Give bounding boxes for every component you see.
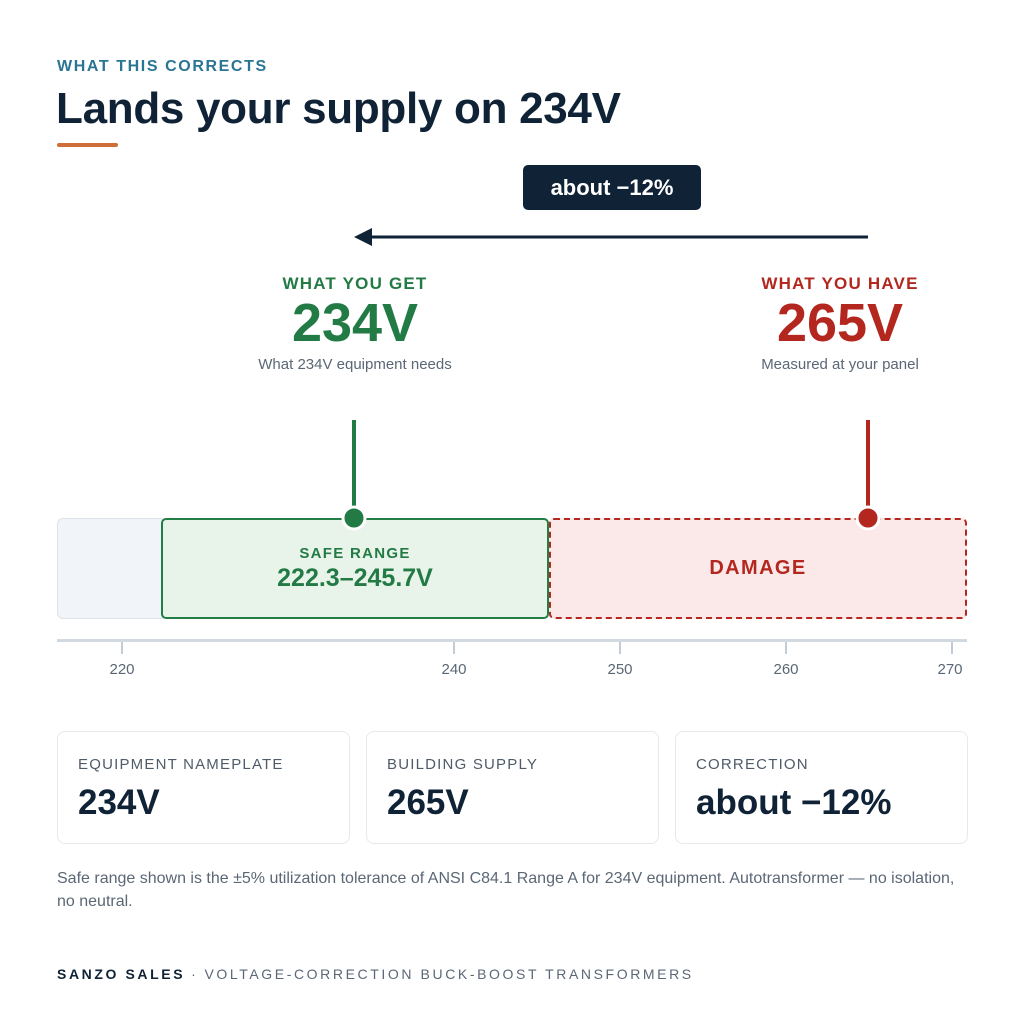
card-value: about −12%: [696, 783, 892, 822]
current-voltage-label: WHAT YOU HAVE 265V Measured at your pane…: [680, 274, 1000, 373]
scale-tick-label: 260: [773, 661, 799, 678]
scale-tick-label: 270: [937, 661, 963, 678]
scale-tick-label: 250: [607, 661, 633, 678]
scale-tick: [453, 642, 455, 654]
target-voltage-label: WHAT YOU GET 234V What 234V equipment ne…: [195, 274, 515, 373]
current-subtext: Measured at your panel: [761, 356, 919, 373]
scale-tick: [951, 642, 953, 654]
scale-tick: [121, 642, 123, 654]
card-caption: EQUIPMENT NAMEPLATE: [78, 756, 284, 773]
correction-arrow-head: [354, 228, 372, 246]
footer-brand: SANZO SALES: [57, 966, 186, 982]
card-value: 234V: [78, 783, 160, 822]
target-subtext: What 234V equipment needs: [258, 356, 452, 373]
page-title: Lands your supply on 234V: [56, 84, 621, 133]
card-caption: CORRECTION: [696, 756, 809, 773]
damage-label: DAMAGE: [709, 557, 807, 579]
accent-rule: [57, 143, 118, 147]
footer-separator: ·: [191, 966, 199, 982]
card-building-supply: BUILDING SUPPLY 265V: [366, 731, 659, 844]
current-value: 265V: [776, 293, 904, 353]
eyebrow-label: WHAT THIS CORRECTS: [57, 58, 268, 75]
card-value: 265V: [387, 783, 469, 822]
scale-tick: [619, 642, 621, 654]
scale-tick-label: 220: [109, 661, 135, 678]
safe-range-caption: SAFE RANGE: [299, 545, 411, 562]
footnote: Safe range shown is the ±5% utilization …: [57, 870, 955, 910]
scale-segment-damage: DAMAGE: [549, 518, 967, 619]
correction-pill: about −12%: [523, 165, 701, 210]
card-correction: CORRECTION about −12%: [675, 731, 968, 844]
card-caption: BUILDING SUPPLY: [387, 756, 539, 773]
target-value: 234V: [291, 293, 419, 353]
scale-tick-label: 240: [441, 661, 467, 678]
scale-segment-safe: SAFE RANGE 222.3–245.7V: [161, 518, 549, 619]
footer-tagline: VOLTAGE-CORRECTION BUCK-BOOST TRANSFORME…: [204, 966, 694, 982]
scale-segment-low: [57, 518, 163, 619]
card-equipment-nameplate: EQUIPMENT NAMEPLATE 234V: [57, 731, 350, 844]
scale-tick: [785, 642, 787, 654]
target-caption: WHAT YOU GET: [282, 274, 428, 293]
safe-range-value: 222.3–245.7V: [277, 564, 433, 592]
current-caption: WHAT YOU HAVE: [761, 274, 919, 293]
scale-axis-line: [57, 639, 967, 642]
footer: SANZO SALES · VOLTAGE-CORRECTION BUCK-BOOS…: [57, 966, 694, 982]
